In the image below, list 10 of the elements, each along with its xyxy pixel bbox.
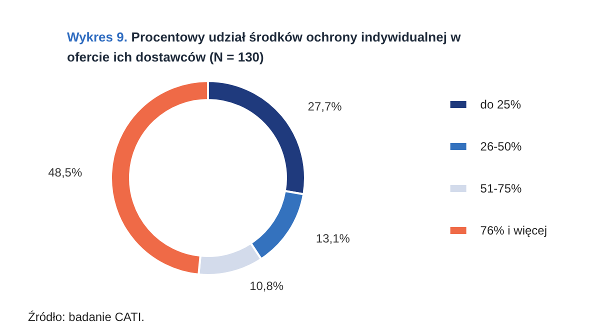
data-label: 13,1% (316, 232, 350, 246)
chart-title: Wykres 9. Procentowy udział środków ochrony indywidualnej w ofercie ich dostawców (N = 130) (67, 30, 464, 64)
text: Źródło: badanie CATI. (28, 310, 145, 324)
data-label: 10,8% (250, 278, 284, 293)
data-label: 48,5% (48, 166, 82, 180)
legend-label: 51-75% (480, 182, 522, 196)
legend-label: do 25% (480, 98, 522, 112)
data-label: 27,7% (308, 99, 342, 114)
legend-label: 76% i więcej (480, 224, 548, 238)
legend-label: 26-50% (480, 140, 522, 154)
